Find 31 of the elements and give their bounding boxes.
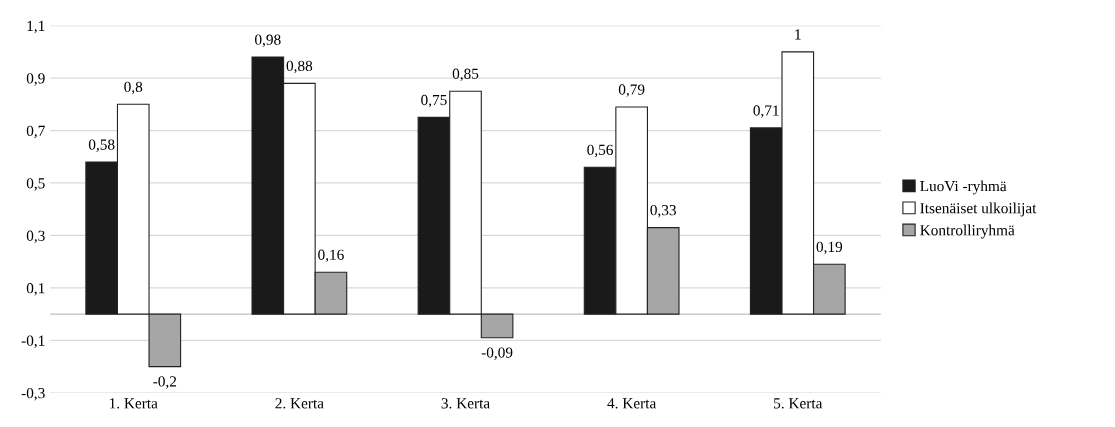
legend-label: LuoVi -ryhmä xyxy=(920,180,1007,195)
legend-label: Itsenäiset ulkoilijat xyxy=(920,202,1037,217)
data-label: 0,79 xyxy=(618,84,645,97)
y-tick-label: -0,3 xyxy=(21,387,45,401)
data-label: 0,88 xyxy=(286,60,313,74)
y-tick-label: 0,7 xyxy=(26,125,45,139)
y-tick-label: 0,1 xyxy=(26,283,45,296)
y-tick-label: 1,1 xyxy=(27,20,45,34)
x-tick-label: 5. Kerta xyxy=(774,398,823,409)
data-label: 0,19 xyxy=(816,241,843,255)
y-tick-label: 0,3 xyxy=(26,230,45,244)
y-tick-label: 0,5 xyxy=(26,178,45,191)
data-label: 0,98 xyxy=(255,34,281,48)
data-label: 0,71 xyxy=(753,105,779,118)
data-label: 1 xyxy=(795,29,801,40)
x-tick-label: 4. Kerta xyxy=(607,398,657,409)
legend-label: Kontrolliryhmä xyxy=(920,224,1015,239)
y-tick-label: 0,9 xyxy=(26,73,45,86)
data-label: 0,16 xyxy=(318,249,344,263)
data-label: 0,75 xyxy=(421,94,447,108)
data-label: 0,33 xyxy=(650,205,676,218)
x-tick-label: 2. Kerta xyxy=(275,398,324,409)
data-label: -0,2 xyxy=(153,376,177,389)
data-label: -0,09 xyxy=(481,347,513,360)
data-label: 0,85 xyxy=(452,68,479,82)
x-tick-label: 3. Kerta xyxy=(441,398,490,409)
data-label: 0,58 xyxy=(88,139,115,152)
y-tick-label: -0,1 xyxy=(21,335,45,349)
data-label: 0,56 xyxy=(587,144,613,158)
data-label: 0,8 xyxy=(124,81,143,95)
x-tick-label: 1. Kerta xyxy=(109,398,158,409)
